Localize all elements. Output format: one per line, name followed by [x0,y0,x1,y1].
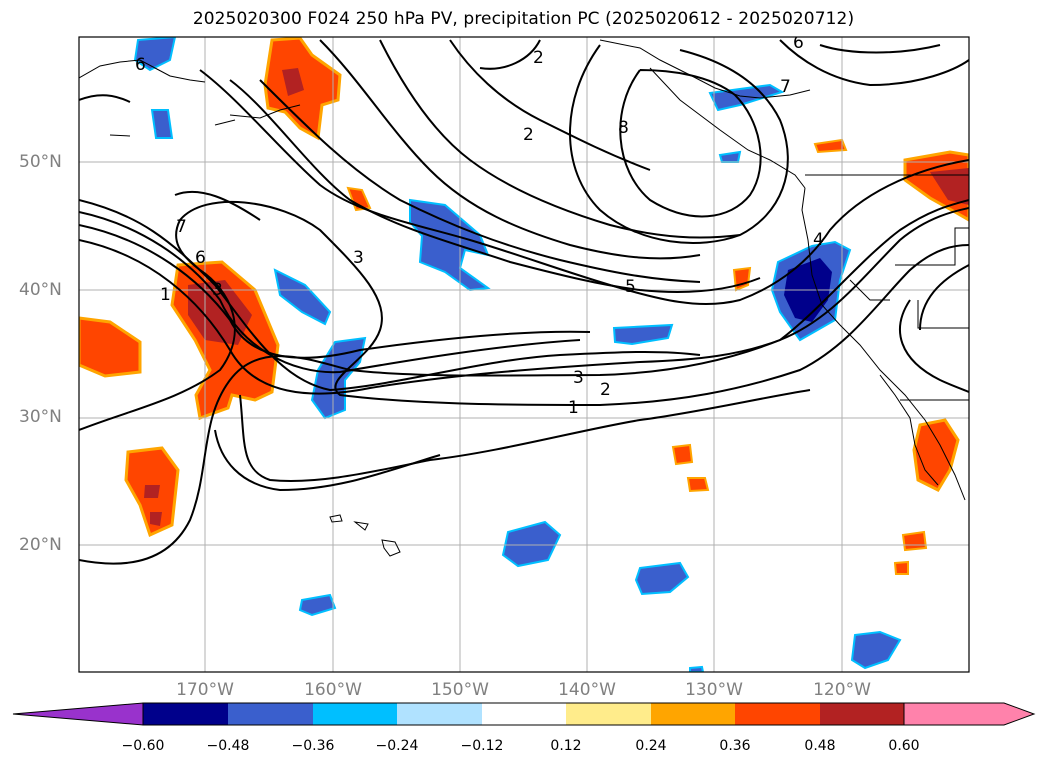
colorbar-tick-label: 0.36 [719,738,751,754]
contour-label: 2 [533,48,544,68]
longitude-label: 140°W [558,680,616,700]
colorbar-segment [397,703,482,725]
longitude-label: 170°W [176,680,234,700]
contour-label: 6 [793,33,804,53]
colorbar-tick-label: 0.12 [550,738,582,754]
contour-label: 3 [353,248,364,268]
colorbar-tick-label: −0.12 [460,738,504,754]
contour-label: 6 [195,248,206,268]
precip-positive-shading [79,37,969,575]
colorbar-segment [143,703,228,725]
latitude-label: 50°N [19,152,62,172]
longitude-label: 130°W [685,680,743,700]
latitude-label: 30°N [19,407,62,427]
colorbar-extend-min [12,702,144,726]
colorbar [12,702,1036,726]
colorbar-tick-label: −0.36 [291,738,335,754]
longitude-label: 150°W [431,680,489,700]
coastlines [79,39,969,557]
pv-contours [79,39,969,565]
map-plot-area: 6 2 2 8 7 6 7 6 1 3 3 5 3 2 1 4 [79,33,969,672]
colorbar-segment [313,703,397,725]
longitude-label: 120°W [813,680,871,700]
colorbar-tick-label: −0.48 [206,738,250,754]
contour-label: 5 [625,277,636,297]
contour-label: 2 [600,380,611,400]
latitude-label: 40°N [19,280,62,300]
contour-label: 1 [568,398,579,418]
contour-label: 8 [618,118,629,138]
contour-label: 6 [135,55,146,75]
colorbar-tick-label: −0.60 [121,738,165,754]
colorbar-tick-label: −0.24 [375,738,419,754]
contour-labels: 6 2 2 8 7 6 7 6 1 3 3 5 3 2 1 4 [135,33,824,418]
colorbar-extend-max [903,702,1036,726]
contour-label: 7 [780,77,791,97]
contour-label: 3 [212,280,223,300]
colorbar-segment [820,703,904,725]
colorbar-tick-label: 0.60 [888,738,920,754]
contour-label: 2 [523,125,534,145]
colorbar-segment [228,703,313,725]
map-title: 2025020300 F024 250 hPa PV, precipitatio… [192,9,855,29]
colorbar-segment [566,703,651,725]
colorbar-tick-label: 0.48 [804,738,836,754]
contour-label: 3 [573,368,584,388]
precip-negative-shading [133,37,902,672]
contour-label: 1 [160,285,171,305]
longitude-label: 160°W [304,680,362,700]
contour-label: 7 [176,217,187,237]
colorbar-segment [482,703,566,725]
colorbar-segment [735,703,820,725]
colorbar-segment [651,703,735,725]
colorbar-tick-label: 0.24 [635,738,667,754]
plot-border [78,36,970,673]
latitude-label: 20°N [19,535,62,555]
contour-label: 4 [813,230,824,250]
